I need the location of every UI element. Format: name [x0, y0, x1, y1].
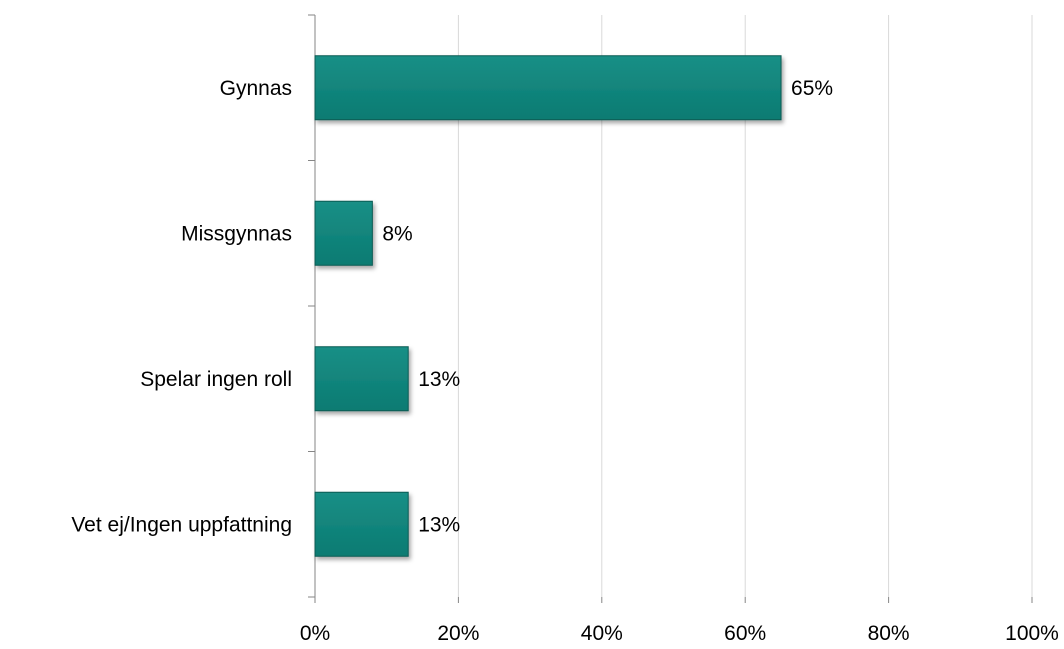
- x-tick-label: 60%: [724, 622, 766, 644]
- data-label: 8%: [382, 222, 412, 245]
- bars: [314, 55, 782, 557]
- category-label: Vet ej/Ingen uppfattning: [71, 513, 292, 536]
- labels: 0% 20% 40% 60% 80% 100% Gynnas 65% Missgynnas 8% S…: [71, 77, 1059, 645]
- bar: [314, 346, 409, 412]
- x-tick-label: 20%: [437, 622, 479, 644]
- category-label: Gynnas: [220, 77, 292, 100]
- data-label: 13%: [418, 368, 460, 391]
- category-label: Spelar ingen roll: [140, 368, 292, 391]
- bar: [314, 491, 409, 557]
- data-label: 13%: [418, 513, 460, 536]
- bar: [314, 200, 373, 266]
- data-label: 65%: [791, 77, 833, 100]
- x-tick-label: 100%: [1005, 622, 1059, 644]
- bar: [314, 55, 782, 121]
- x-tick-label: 80%: [868, 622, 910, 644]
- x-tick-label: 0%: [300, 622, 330, 644]
- category-label: Missgynnas: [181, 222, 292, 245]
- x-tick-label: 40%: [581, 622, 623, 644]
